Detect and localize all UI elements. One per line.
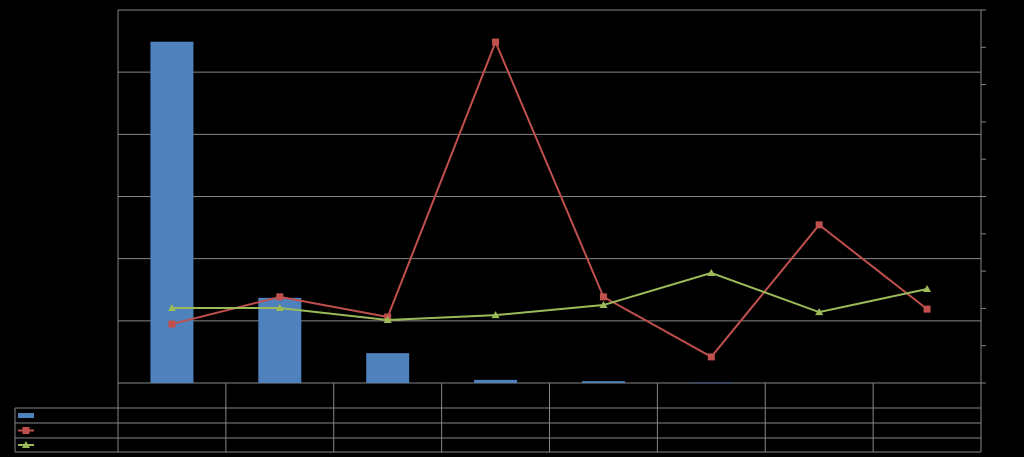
marker bbox=[492, 38, 500, 46]
bar bbox=[581, 381, 625, 383]
bar bbox=[150, 41, 194, 384]
marker bbox=[167, 304, 176, 312]
line bbox=[171, 271, 928, 321]
marker bbox=[815, 221, 823, 229]
bar bbox=[366, 353, 410, 383]
bar bbox=[474, 379, 518, 383]
marker bbox=[923, 305, 931, 313]
marker bbox=[383, 315, 392, 323]
legend-key bbox=[18, 413, 34, 418]
bar bbox=[689, 382, 733, 383]
legend-marker bbox=[22, 427, 30, 434]
marker bbox=[276, 293, 284, 301]
marker bbox=[168, 320, 176, 328]
marker bbox=[491, 311, 500, 319]
line bbox=[171, 39, 928, 359]
marker bbox=[707, 268, 716, 276]
marker bbox=[599, 301, 608, 309]
marker bbox=[275, 304, 284, 312]
legend-marker bbox=[22, 441, 30, 448]
marker bbox=[923, 285, 932, 293]
marker bbox=[599, 293, 607, 301]
marker bbox=[815, 308, 824, 316]
bar bbox=[258, 297, 302, 383]
marker bbox=[707, 353, 715, 361]
